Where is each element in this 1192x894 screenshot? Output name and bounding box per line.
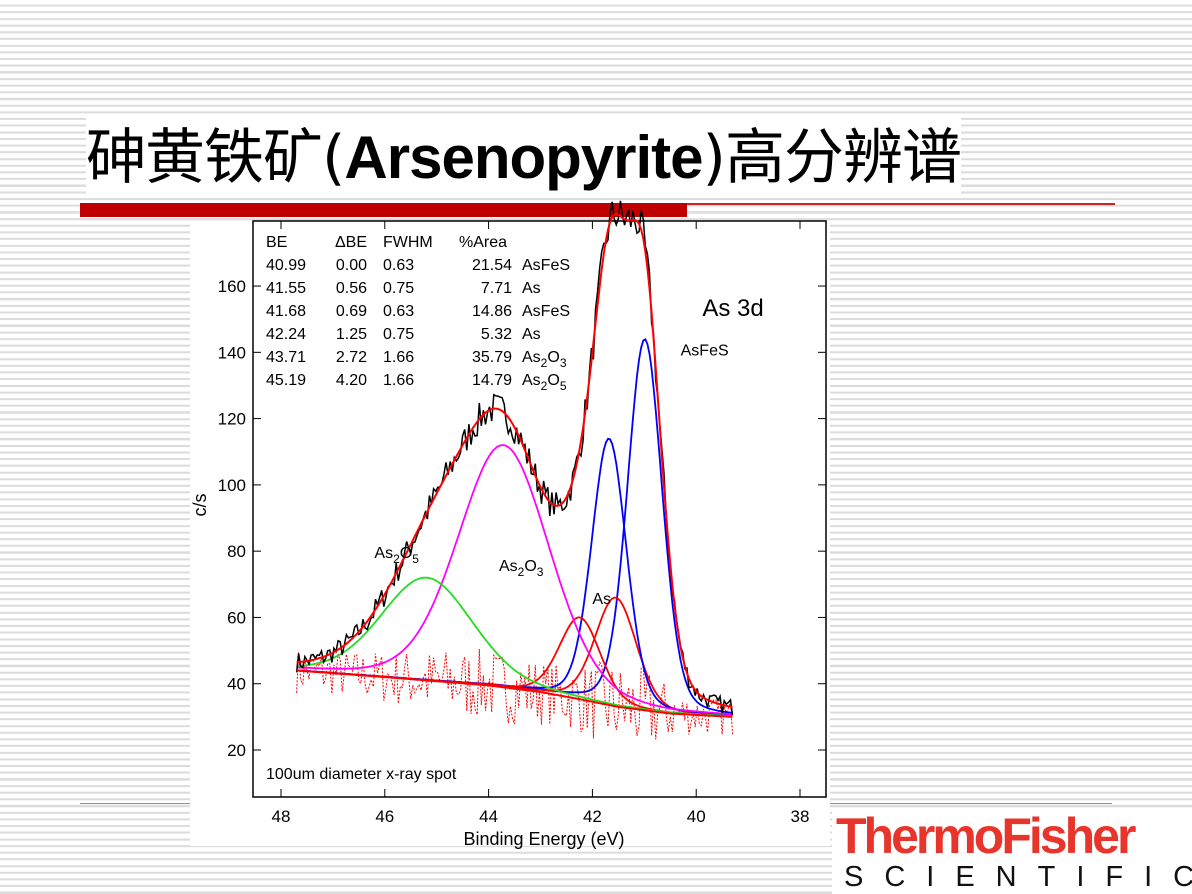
table-cell: 5.32	[481, 326, 512, 343]
table-cell: 1.66	[383, 372, 414, 389]
table-cell: As	[522, 280, 541, 297]
table-cell: 4.20	[336, 372, 367, 389]
x-tick-label: 40	[687, 807, 706, 826]
y-tick-label: 60	[227, 608, 246, 627]
table-cell: 41.55	[266, 280, 306, 297]
table-cell: 21.54	[472, 257, 512, 274]
x-tick-label: 46	[375, 807, 394, 826]
title-underline-thick	[80, 203, 687, 217]
y-tick-label: 40	[227, 675, 246, 694]
table-cell: 0.75	[383, 280, 414, 297]
title-underline-thin	[687, 203, 1115, 205]
chart-title: As 3d	[702, 295, 763, 322]
chart-panel	[190, 222, 830, 846]
y-tick-label: 160	[218, 277, 246, 296]
residual-line	[296, 648, 733, 740]
table-cell: 0.75	[383, 326, 414, 343]
table-header: ΔBE	[335, 234, 367, 251]
y-tick-label: 20	[227, 741, 246, 760]
table-cell: 40.99	[266, 257, 306, 274]
annotation-spot: 100um diameter x-ray spot	[266, 766, 457, 783]
table-cell: 0.00	[336, 257, 367, 274]
y-tick-label: 120	[218, 410, 246, 429]
x-tick-label: 38	[791, 807, 810, 826]
table-cell: As	[522, 326, 541, 343]
footer-rule-right	[830, 803, 1112, 804]
x-tick-label: 42	[583, 807, 602, 826]
title-cn-prefix: 砷黄铁矿(	[86, 123, 345, 193]
peak-label: As	[592, 591, 611, 608]
title-en: Arsenopyrite	[344, 124, 703, 191]
peak-label: AsFeS	[681, 343, 729, 360]
table-cell: 14.79	[472, 372, 512, 389]
table-header: %Area	[459, 234, 507, 251]
table-cell: 1.25	[336, 326, 367, 343]
table-cell: 41.68	[266, 303, 306, 320]
fit-envelope-line	[296, 213, 733, 709]
peak-label: As2O3	[499, 558, 544, 579]
y-axis-label: c/s	[190, 493, 210, 516]
background-line	[296, 669, 733, 718]
table-cell-species: As2O3	[522, 349, 567, 370]
table-header: BE	[266, 234, 287, 251]
x-tick-label: 44	[479, 807, 498, 826]
thermo-fisher-logo: ThermoFisher SCIENTIFIC	[832, 808, 1192, 894]
x-axis-label: Binding Energy (eV)	[463, 829, 624, 849]
table-cell: 45.19	[266, 372, 306, 389]
table-cell: 0.69	[336, 303, 367, 320]
table-cell: 2.72	[336, 349, 367, 366]
table-header: FWHM	[383, 234, 433, 251]
table-cell: 7.71	[481, 280, 512, 297]
table-cell: 0.56	[336, 280, 367, 297]
logo-subtitle: SCIENTIFIC	[844, 861, 1192, 893]
slide-title: 砷黄铁矿(Arsenopyrite)高分辨谱	[86, 118, 962, 198]
x-tick-label: 48	[272, 807, 291, 826]
footer-rule-left	[80, 803, 190, 804]
table-cell: 42.24	[266, 326, 306, 343]
table-cell: 35.79	[472, 349, 512, 366]
y-tick-label: 140	[218, 343, 246, 362]
y-tick-label: 80	[227, 542, 246, 561]
table-cell: 43.71	[266, 349, 306, 366]
table-cell: AsFeS	[522, 257, 570, 274]
table-cell: 1.66	[383, 349, 414, 366]
peak-label: As2O5	[374, 545, 419, 566]
table-cell: AsFeS	[522, 303, 570, 320]
table-cell: 0.63	[383, 257, 414, 274]
table-cell: 14.86	[472, 303, 512, 320]
table-cell: 0.63	[383, 303, 414, 320]
plot-frame	[252, 220, 827, 798]
title-cn-suffix: )高分辨谱	[702, 123, 962, 193]
logo-wordmark: ThermoFisher	[836, 808, 1136, 864]
y-tick-label: 100	[218, 476, 246, 495]
component-peak-as2o5-45.19	[296, 576, 733, 718]
component-peak-as2o3-43.71	[296, 444, 733, 716]
table-cell-species: As2O5	[522, 372, 567, 393]
component-peak-as-41.55	[296, 596, 733, 717]
